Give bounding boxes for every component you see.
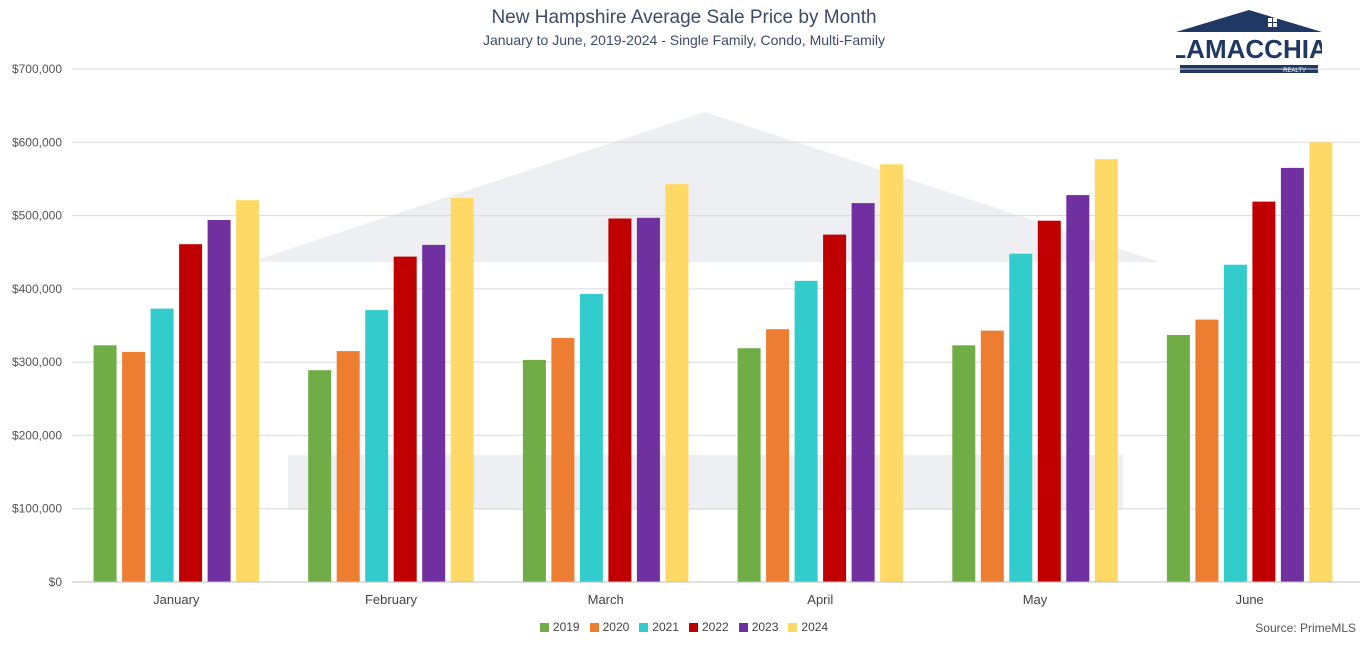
bar-january-2024: [236, 200, 260, 582]
gridlines: [72, 68, 1360, 510]
legend-label: 2021: [652, 620, 679, 634]
legend-item-2019: 2019: [539, 620, 580, 634]
legend-swatch: [589, 622, 599, 632]
y-tick-label: $500,000: [12, 209, 62, 223]
bar-february-2022: [393, 256, 417, 582]
bar-june-2024: [1309, 142, 1333, 583]
bar-january-2022: [179, 244, 203, 582]
bar-february-2019: [308, 370, 332, 582]
legend-label: 2022: [702, 620, 729, 634]
y-tick-label: $100,000: [12, 502, 62, 516]
legend-swatch: [738, 622, 748, 632]
bar-june-2021: [1223, 264, 1247, 582]
bar-march-2019: [522, 359, 546, 582]
legend-item-2024: 2024: [788, 620, 828, 634]
y-tick-label: $400,000: [12, 282, 62, 296]
legend-label: 2020: [602, 620, 630, 634]
bar-may-2022: [1037, 220, 1061, 582]
legend-item-2023: 2023: [738, 620, 779, 634]
bar-april-2022: [823, 234, 847, 582]
bar-may-2021: [1009, 253, 1033, 582]
bar-june-2022: [1252, 201, 1276, 582]
y-tick-label: $700,000: [12, 62, 62, 76]
legend-label: 2019: [552, 620, 580, 634]
bar-april-2023: [851, 203, 875, 582]
chart-title: New Hampshire Average Sale Price by Mont…: [491, 7, 877, 28]
bar-march-2022: [608, 218, 632, 582]
bar-april-2021: [794, 280, 818, 582]
y-tick-label: $0: [49, 575, 63, 589]
y-axis-tick-labels: $0 $100,000 $200,000 $300,000 $400,000 $500,0…: [12, 62, 62, 589]
bar-may-2023: [1066, 195, 1090, 582]
x-category-label: February: [365, 592, 418, 607]
bar-february-2024: [450, 198, 474, 582]
legend-item-2021: 2021: [639, 620, 679, 634]
bar-march-2024: [665, 184, 689, 582]
legend-label: 2024: [801, 620, 829, 634]
legend-swatch: [539, 622, 549, 632]
bar-april-2019: [737, 348, 761, 582]
y-tick-label: $600,000: [12, 135, 62, 149]
bar-april-2020: [766, 329, 790, 582]
bar-march-2020: [551, 338, 575, 582]
y-tick-label: $300,000: [12, 355, 62, 369]
bar-march-2023: [636, 217, 660, 583]
x-category-label: January: [153, 592, 200, 607]
bar-january-2023: [207, 220, 231, 582]
bar-february-2020: [336, 351, 360, 582]
bar-may-2019: [952, 345, 976, 582]
legend-swatch: [788, 622, 798, 632]
legend: 2019 2020 2021 2022 2023 2024: [0, 620, 1368, 634]
legend-label: 2023: [751, 620, 779, 634]
bar-march-2021: [579, 294, 603, 582]
x-axis-category-labels: January February March April May June: [153, 592, 1264, 607]
legend-swatch: [639, 622, 649, 632]
bar-april-2024: [880, 164, 904, 583]
x-category-label: May: [1023, 592, 1048, 607]
bar-january-2019: [93, 345, 117, 582]
bar-june-2023: [1280, 167, 1304, 582]
chart-titles: New Hampshire Average Sale Price by Mont…: [0, 6, 1368, 49]
legend-item-2022: 2022: [689, 620, 729, 634]
bar-series: [93, 142, 1333, 583]
logo-brand-text: LAMACCHIA: [1176, 34, 1322, 64]
bar-january-2021: [150, 308, 174, 582]
x-category-label: March: [588, 592, 624, 607]
bar-february-2023: [422, 244, 446, 582]
logo-tagline-text: REALTY: [1283, 68, 1306, 74]
source-note: Source: PrimeMLS: [1255, 621, 1356, 635]
legend-item-2020: 2020: [589, 620, 630, 634]
y-tick-label: $200,000: [12, 428, 62, 442]
chart-subtitle: January to June, 2019-2024 - Single Fami…: [482, 32, 886, 48]
bar-may-2020: [980, 330, 1004, 582]
x-category-label: April: [807, 592, 833, 607]
bar-february-2021: [365, 310, 389, 582]
bar-january-2020: [122, 351, 146, 582]
bar-june-2020: [1195, 319, 1219, 582]
x-category-label: June: [1236, 592, 1264, 607]
bar-june-2019: [1166, 335, 1190, 582]
bar-may-2024: [1094, 159, 1118, 582]
legend-swatch: [689, 622, 698, 632]
